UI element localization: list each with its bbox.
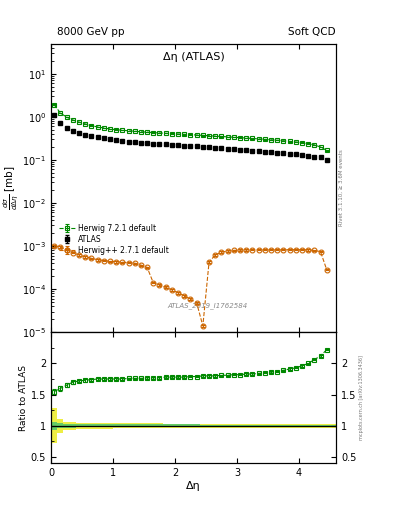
Text: ATLAS_2019_I1762584: ATLAS_2019_I1762584 [168, 302, 248, 309]
Y-axis label: Ratio to ATLAS: Ratio to ATLAS [19, 365, 28, 431]
Y-axis label: Rivet 3.1.10, ≥ 3.6M events: Rivet 3.1.10, ≥ 3.6M events [339, 150, 344, 226]
Y-axis label: mcplots.cern.ch [arXiv:1306.3436]: mcplots.cern.ch [arXiv:1306.3436] [359, 355, 364, 440]
X-axis label: Δη: Δη [186, 481, 201, 491]
Text: 8000 GeV pp: 8000 GeV pp [57, 27, 125, 37]
Y-axis label: $\frac{d\sigma}{d\Delta\eta}$ [mb]: $\frac{d\sigma}{d\Delta\eta}$ [mb] [2, 165, 21, 210]
Legend: Herwig 7.2.1 default, ATLAS, Herwig++ 2.7.1 default: Herwig 7.2.1 default, ATLAS, Herwig++ 2.… [58, 222, 170, 256]
Text: Soft QCD: Soft QCD [288, 27, 335, 37]
Text: Δη (ATLAS): Δη (ATLAS) [163, 52, 224, 62]
